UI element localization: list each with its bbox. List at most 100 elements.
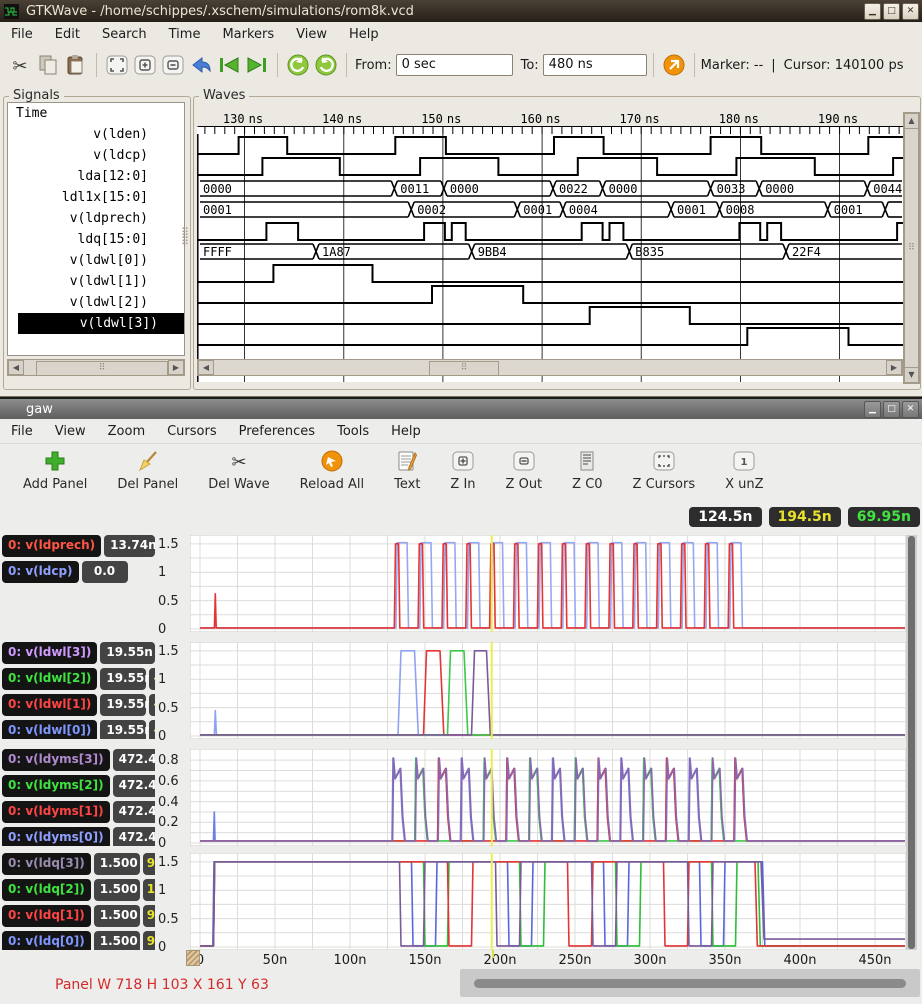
gaw-maximize-button[interactable]: □ [883, 401, 900, 418]
gaw-hscrollbar[interactable] [460, 969, 920, 997]
z-cursors-button[interactable]: Z Cursors [618, 445, 711, 496]
panel-plot[interactable] [190, 749, 906, 850]
signal-label-badge[interactable]: 0: v(ldq[0]) [2, 931, 91, 950]
waves-canvas[interactable]: 130ns140ns150ns160ns170ns180ns190ns 0000… [197, 112, 905, 386]
reload-all-button[interactable]: Reload All [285, 445, 379, 496]
gaw-menu-help[interactable]: Help [380, 421, 432, 442]
signal-label-badge[interactable]: 0: v(ldyms[1]) [2, 801, 110, 823]
panel-plot-svg[interactable] [190, 853, 906, 950]
stop-button[interactable] [662, 53, 686, 77]
scroll-right-icon[interactable]: ▶ [886, 360, 902, 375]
signal-label-badge[interactable]: 0: v(ldwl[1]) [2, 694, 97, 716]
waves-hscrollbar[interactable]: ◀ ⠿ ▶ [197, 359, 903, 376]
signals-hscrollbar[interactable]: ◀ ⠿ ▶ [7, 359, 185, 376]
scroll-up-icon[interactable]: ▲ [904, 113, 919, 129]
gtkwave-titlebar[interactable]: GTKWave - /home/schippes/.xschem/simulat… [0, 0, 922, 22]
signal-list-item[interactable]: v(ldwl[3]) [18, 313, 184, 334]
shift-left-button[interactable] [189, 53, 213, 77]
scroll-left-icon[interactable]: ◀ [8, 360, 24, 375]
del-panel-button[interactable]: Del Panel [102, 445, 193, 496]
scroll-down-icon[interactable]: ▼ [904, 367, 919, 383]
gtkwave-menu-help[interactable]: Help [338, 24, 390, 45]
waves-plot[interactable]: 0000001100000022000000330000004400010002… [197, 126, 905, 382]
gaw-menu-view[interactable]: View [44, 421, 97, 442]
panels-vscroll-thumb[interactable] [908, 536, 915, 949]
panel-plot[interactable] [190, 642, 906, 743]
gtkwave-maximize-button[interactable]: □ [883, 3, 900, 20]
pane-splitter-handle[interactable]: ⠿⠿ [181, 228, 191, 246]
signal-label-badge[interactable]: 0: v(ldwl[3]) [2, 642, 97, 664]
panel-plot-svg[interactable] [190, 749, 906, 846]
gaw-hscroll-thumb[interactable] [474, 979, 906, 988]
waves-hscroll-thumb[interactable]: ⠿ [429, 361, 499, 376]
panel-plot[interactable] [190, 853, 906, 954]
signal-label-badge[interactable]: 0: v(ldyms[0]) [2, 827, 110, 846]
x-unz-button[interactable]: 1X unZ [710, 445, 778, 496]
signal-label-badge[interactable]: 0: v(ldq[3]) [2, 853, 91, 875]
gaw-menu-cursors[interactable]: Cursors [156, 421, 228, 442]
zoom-fit-button[interactable] [105, 53, 129, 77]
gtkwave-menu-file[interactable]: File [0, 24, 44, 45]
z-in-button[interactable]: Z In [435, 445, 490, 496]
zoom-in-button[interactable] [133, 53, 157, 77]
panels-vscrollbar[interactable] [906, 535, 917, 950]
cut-button[interactable]: ✂ [8, 53, 32, 77]
gaw-menu-preferences[interactable]: Preferences [228, 421, 326, 442]
gaw-menu-file[interactable]: File [0, 421, 44, 442]
gtkwave-menu-markers[interactable]: Markers [211, 24, 285, 45]
gtkwave-menu-search[interactable]: Search [91, 24, 158, 45]
signal-label-badge[interactable]: 0: v(ldq[1]) [2, 905, 91, 927]
svg-text:✂: ✂ [231, 452, 246, 473]
signal-label-badge[interactable]: 0: v(ldyms[2]) [2, 775, 110, 797]
signals-hscroll-thumb[interactable]: ⠿ [36, 361, 168, 376]
to-end-button[interactable] [245, 53, 269, 77]
gaw-close-button[interactable]: ✕ [902, 401, 919, 418]
waves-vscroll-thumb[interactable]: ⠿ [904, 128, 919, 368]
signal-list-item[interactable]: v(lden) [8, 124, 184, 145]
del-wave-button[interactable]: ✂Del Wave [193, 445, 284, 496]
gaw-titlebar[interactable]: gaw ▁ □ ✕ [0, 399, 922, 419]
to-start-button[interactable] [217, 53, 241, 77]
axis-resize-grip[interactable] [186, 950, 200, 966]
signal-list-item[interactable]: v(ldwl[2]) [8, 292, 184, 313]
zoom-out-button[interactable] [161, 53, 185, 77]
to-input[interactable]: 480 ns [543, 54, 647, 76]
back-button[interactable] [286, 53, 310, 77]
z-c0-button[interactable]: Z C0 [557, 445, 617, 496]
gaw-minimize-button[interactable]: ▁ [864, 401, 881, 418]
paste-button[interactable] [64, 53, 88, 77]
signal-label-badge[interactable]: 0: v(ldprech) [2, 535, 101, 557]
gtkwave-menu-edit[interactable]: Edit [44, 24, 91, 45]
gtkwave-menu-view[interactable]: View [285, 24, 338, 45]
signal-list-item[interactable]: lda[12:0] [8, 166, 184, 187]
gaw-menu-zoom[interactable]: Zoom [97, 421, 156, 442]
panel-plot[interactable] [190, 535, 906, 636]
signal-label-badge[interactable]: 0: v(ldyms[3]) [2, 749, 110, 771]
signal-list-item[interactable]: v(ldwl[0]) [8, 250, 184, 271]
signal-label-badge[interactable]: 0: v(ldwl[0]) [2, 720, 97, 739]
signal-label-badge[interactable]: 0: v(ldcp) [2, 561, 79, 583]
forward-button[interactable] [314, 53, 338, 77]
signal-list-item[interactable]: ldq[15:0] [8, 229, 184, 250]
signal-list-time-header[interactable]: Time [8, 103, 184, 124]
signal-label-badge[interactable]: 0: v(ldq[2]) [2, 879, 91, 901]
signal-label-badge[interactable]: 0: v(ldwl[2]) [2, 668, 97, 690]
signal-list-item[interactable]: ldl1x[15:0] [8, 187, 184, 208]
scroll-right-icon[interactable]: ▶ [168, 360, 184, 375]
add-panel-button[interactable]: Add Panel [8, 445, 102, 496]
gtkwave-close-button[interactable]: ✕ [902, 3, 919, 20]
gaw-menu-tools[interactable]: Tools [326, 421, 380, 442]
gtkwave-menu-time[interactable]: Time [158, 24, 212, 45]
panel-plot-svg[interactable] [190, 535, 906, 632]
copy-button[interactable] [36, 53, 60, 77]
from-input[interactable]: 0 sec [396, 54, 513, 76]
waves-vscrollbar[interactable]: ▲ ⠿ ▼ [903, 112, 920, 384]
z-out-button[interactable]: Z Out [491, 445, 558, 496]
gtkwave-minimize-button[interactable]: ▁ [864, 3, 881, 20]
signal-list-item[interactable]: v(ldwl[1]) [8, 271, 184, 292]
panel-plot-svg[interactable] [190, 642, 906, 739]
signal-list-item[interactable]: v(ldcp) [8, 145, 184, 166]
text-button[interactable]: Text [379, 445, 435, 496]
scroll-left-icon[interactable]: ◀ [198, 360, 214, 375]
signal-list-item[interactable]: v(ldprech) [8, 208, 184, 229]
